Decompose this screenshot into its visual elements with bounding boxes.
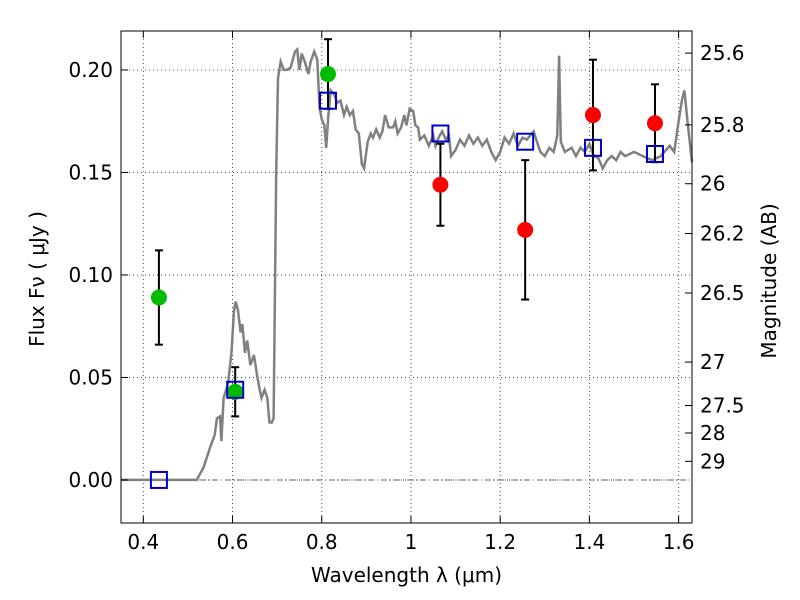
green-point-1 xyxy=(227,383,244,400)
model-square-2 xyxy=(318,91,337,110)
green-point-2 xyxy=(319,66,336,83)
right-tick-label-6: 27.5 xyxy=(700,394,745,418)
model-square-3 xyxy=(431,124,450,143)
right-tick-label-5: 27 xyxy=(700,350,725,374)
red-point-1 xyxy=(517,221,534,238)
plot-frame xyxy=(120,30,693,524)
right-tick-label-3: 26.2 xyxy=(700,222,745,246)
axis-ticks: 0.4 0.6 0.8 1 1.2 1.4 1.6 0.00 0.05 0.10 0.15 0.20 2… xyxy=(68,31,745,554)
x-tick-label-4: 1.2 xyxy=(484,530,516,554)
right-tick-label-4: 26.5 xyxy=(700,281,745,305)
right-tick-label-7: 28 xyxy=(700,421,725,445)
model-square-4 xyxy=(516,132,535,151)
x-tick-label-5: 1.4 xyxy=(573,530,605,554)
model-square-6 xyxy=(645,145,664,163)
y-tick-label-4: 0.20 xyxy=(68,58,113,82)
red-point-0 xyxy=(432,176,449,193)
x-tick-label-1: 0.6 xyxy=(217,530,249,554)
model-square-5 xyxy=(583,138,602,157)
x-tick-label-0: 0.4 xyxy=(127,530,159,554)
right-tick-label-0: 25.6 xyxy=(700,41,745,65)
right-axis-title: Magnitude (AB) xyxy=(757,203,781,358)
model-square-0 xyxy=(149,470,168,489)
red-point-2 xyxy=(584,107,601,124)
y-tick-label-2: 0.10 xyxy=(68,263,113,287)
model-spectrum-line xyxy=(121,46,694,482)
red-point-3 xyxy=(646,115,663,132)
right-tick-label-2: 26 xyxy=(700,172,725,196)
y-tick-label-0: 0.00 xyxy=(68,468,113,492)
x-tick-label-3: 1 xyxy=(405,530,418,554)
model-square-1 xyxy=(226,380,245,399)
x-tick-label-2: 0.8 xyxy=(306,530,338,554)
grid xyxy=(121,31,692,523)
y-tick-label-1: 0.05 xyxy=(68,365,113,389)
right-tick-label-1: 25.8 xyxy=(700,113,745,137)
x-axis-title: Wavelength λ (μm) xyxy=(311,563,502,587)
x-tick-label-6: 1.6 xyxy=(663,530,695,554)
right-tick-label-8: 29 xyxy=(700,449,725,473)
y-axis-title: Flux Fν ( μJy ) xyxy=(25,211,49,347)
y-tick-label-3: 0.15 xyxy=(68,160,113,184)
data-markers xyxy=(149,66,664,489)
green-point-0 xyxy=(150,289,167,306)
